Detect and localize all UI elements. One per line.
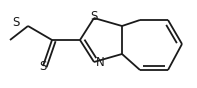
Text: S: S bbox=[13, 15, 20, 29]
Text: N: N bbox=[96, 56, 105, 68]
Text: S: S bbox=[39, 60, 47, 73]
Text: S: S bbox=[90, 10, 98, 23]
